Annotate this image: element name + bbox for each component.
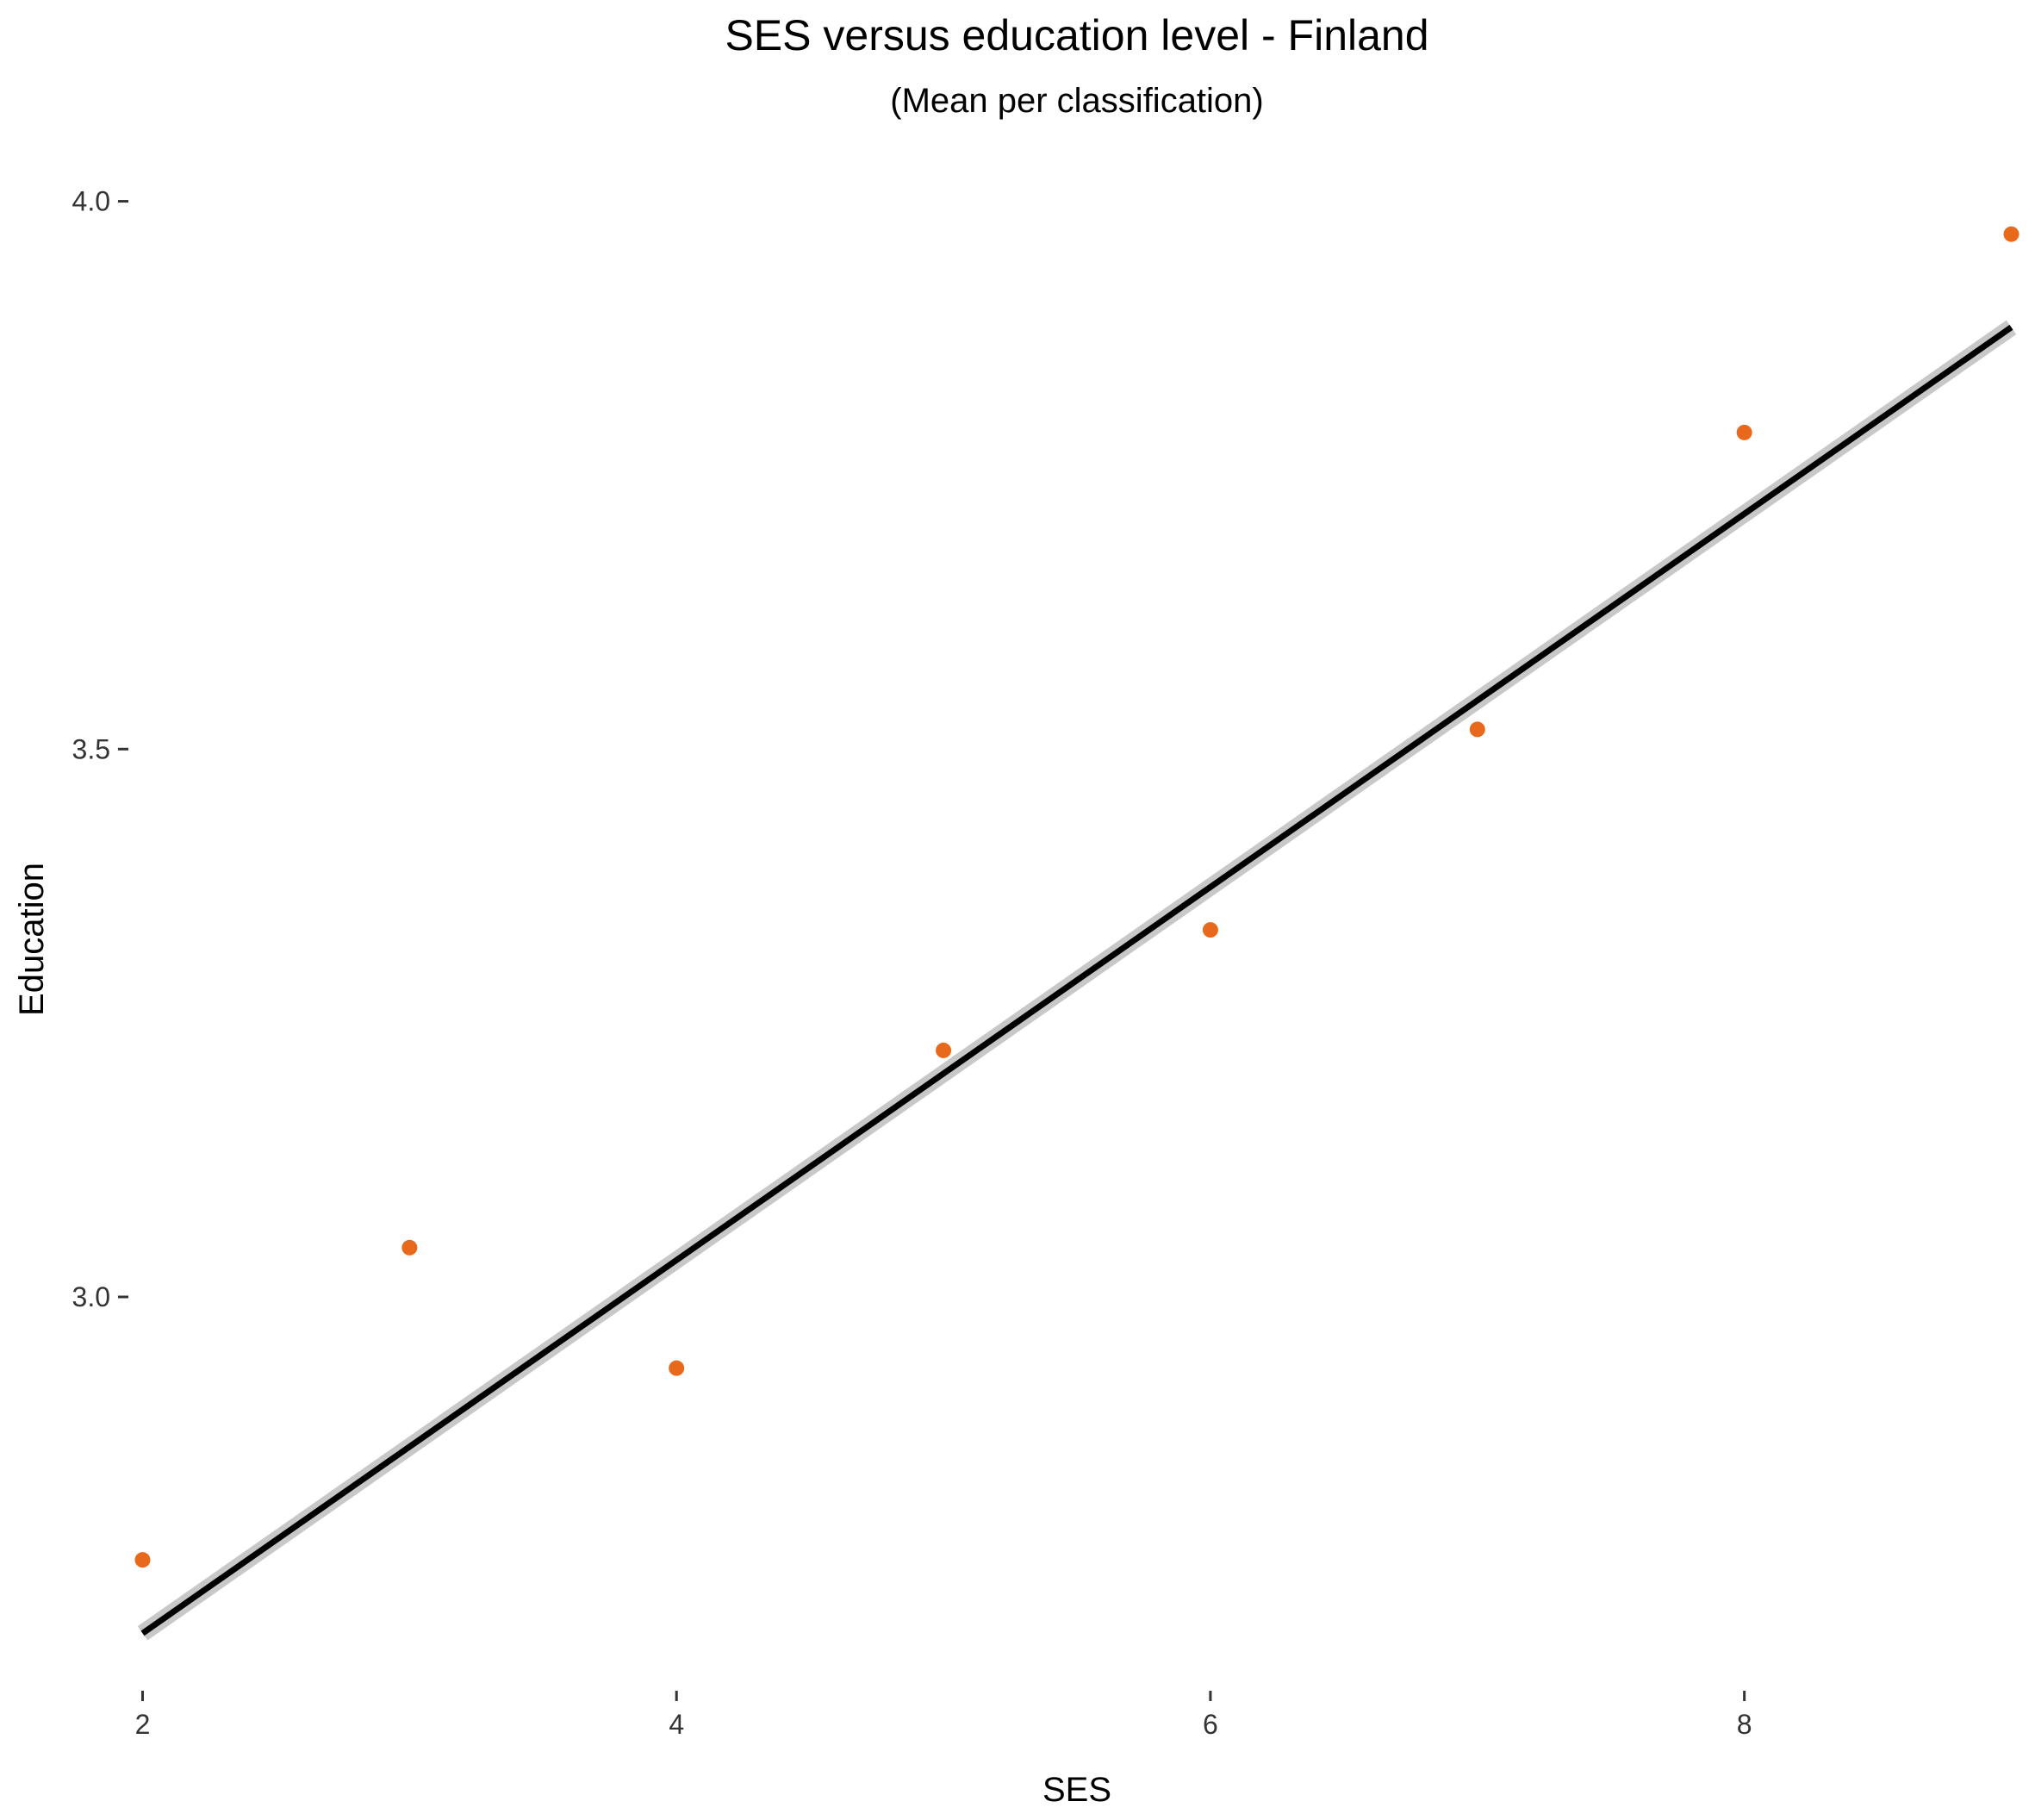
y-axis: 3.0 3.5 4.0 bbox=[72, 186, 128, 1312]
data-point bbox=[134, 1552, 151, 1568]
trendline-group bbox=[137, 320, 2017, 1641]
y-tick-label: 3.0 bbox=[72, 1281, 110, 1312]
data-point bbox=[401, 1239, 418, 1256]
x-axis: 2 4 6 8 bbox=[135, 1691, 1752, 1740]
data-point bbox=[1202, 922, 1218, 938]
data-point bbox=[936, 1042, 952, 1058]
x-tick-label: 6 bbox=[1203, 1709, 1218, 1740]
data-point bbox=[1736, 424, 1752, 440]
chart-title: SES versus education level - Finland bbox=[725, 11, 1428, 59]
x-axis-title: SES bbox=[1042, 1771, 1111, 1809]
data-point bbox=[669, 1360, 685, 1376]
y-tick-label: 4.0 bbox=[72, 186, 110, 217]
x-tick-label: 2 bbox=[135, 1709, 151, 1740]
chart-subtitle: (Mean per classification) bbox=[890, 82, 1264, 120]
data-points bbox=[134, 226, 2019, 1568]
data-point bbox=[2003, 226, 2019, 242]
x-tick-label: 8 bbox=[1737, 1709, 1752, 1740]
y-tick-label: 3.5 bbox=[72, 733, 110, 764]
trend-line bbox=[140, 324, 2013, 1636]
y-axis-title: Education bbox=[13, 863, 51, 1016]
x-tick-label: 4 bbox=[669, 1709, 684, 1740]
data-point bbox=[1469, 721, 1485, 738]
